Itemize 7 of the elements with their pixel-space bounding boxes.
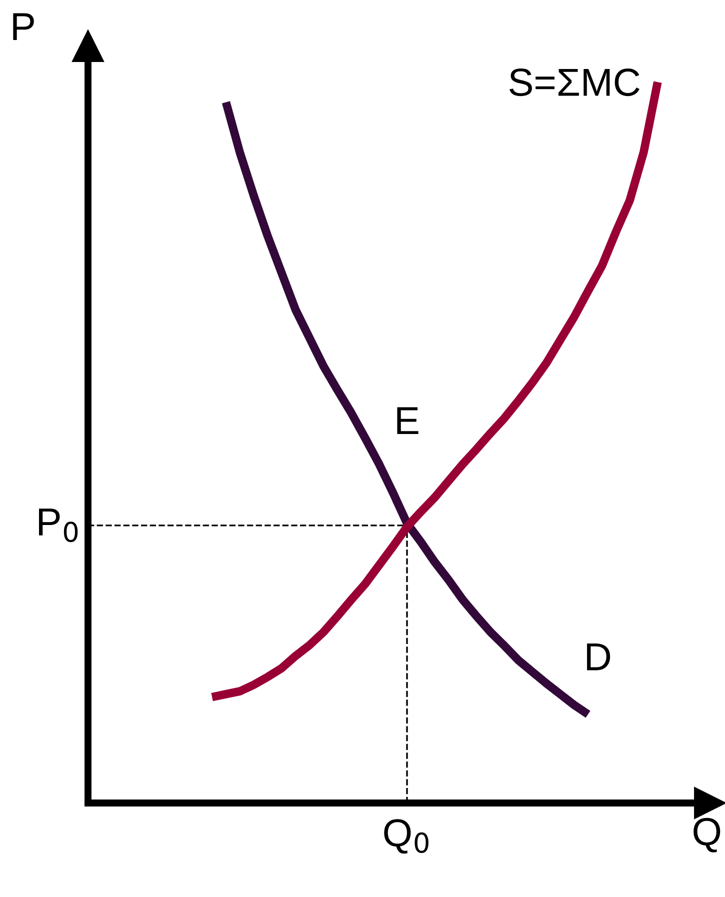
series-label: D: [587, 643, 610, 670]
ref-line-label: P$_{0}$: [39, 508, 78, 542]
y-axis-title: P: [13, 13, 34, 40]
annotation: E: [397, 407, 418, 434]
x-axis-title: Q: [694, 818, 720, 852]
series-label: S=ΣMC: [510, 68, 640, 96]
text: Q$_{0}$: [384, 819, 428, 854]
